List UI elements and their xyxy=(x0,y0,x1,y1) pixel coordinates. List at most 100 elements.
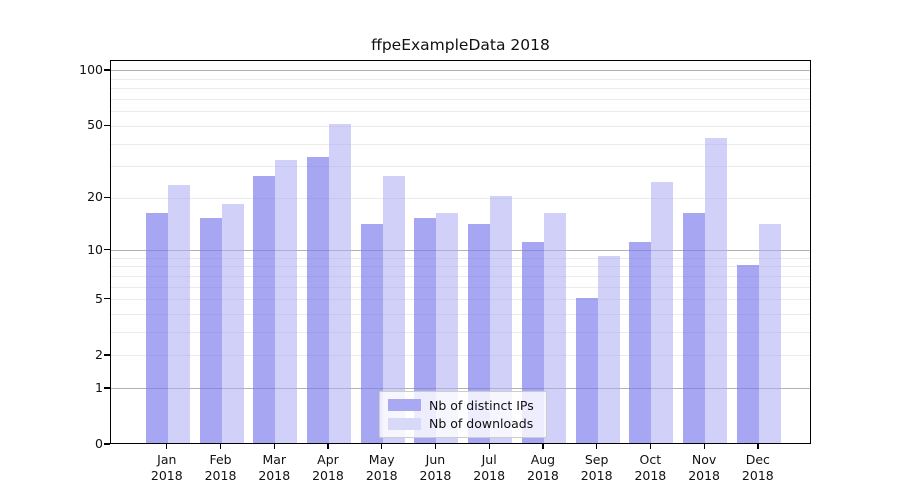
x-tick-year: 2018 xyxy=(634,468,667,483)
gridline-major xyxy=(111,250,810,252)
x-tick-mark xyxy=(273,444,275,449)
x-tick-mark xyxy=(434,444,437,449)
gridline-minor xyxy=(111,166,810,168)
x-tick-label: Jun 2018 xyxy=(405,452,465,484)
bar-distinct-ips xyxy=(199,218,222,443)
gridline-minor xyxy=(111,99,810,101)
gridline-minor xyxy=(111,286,810,288)
gridline-minor xyxy=(111,314,810,316)
gridline-minor xyxy=(111,299,810,301)
plot-area: Nb of distinct IPs Nb of downloads xyxy=(110,60,811,444)
x-tick-mark xyxy=(219,444,222,449)
chart-title: ffpeExampleData 2018 xyxy=(371,36,550,54)
y-tick-label: 100 xyxy=(79,61,103,77)
bar-distinct-ips xyxy=(683,213,706,443)
gridline-minor xyxy=(111,88,810,90)
y-tick-mark xyxy=(104,298,110,300)
y-tick-mark xyxy=(104,124,110,127)
bar-downloads xyxy=(758,223,781,443)
y-tick-label: 10 xyxy=(87,241,103,257)
legend: Nb of distinct IPs Nb of downloads xyxy=(379,391,547,438)
legend-swatch-downloads xyxy=(388,417,421,430)
legend-label-distinct-ips: Nb of distinct IPs xyxy=(429,397,534,413)
gridline-minor xyxy=(111,197,810,199)
bar-distinct-ips xyxy=(253,175,276,443)
legend-label-downloads: Nb of downloads xyxy=(429,416,534,432)
x-tick-year: 2018 xyxy=(258,468,291,483)
x-tick-mark xyxy=(166,444,168,449)
x-tick-label: Apr 2018 xyxy=(298,452,358,484)
x-tick-label: Jul 2018 xyxy=(459,452,519,484)
x-tick-year: 2018 xyxy=(419,468,452,483)
x-tick-mark xyxy=(757,444,759,449)
x-tick-label: Nov 2018 xyxy=(674,452,734,484)
x-tick-label: May 2018 xyxy=(352,452,412,484)
bar-downloads xyxy=(490,196,513,443)
y-tick-label: 20 xyxy=(87,189,103,205)
x-tick-year: 2018 xyxy=(150,468,183,483)
y-tick-mark xyxy=(104,196,110,198)
y-tick-label: 5 xyxy=(95,290,103,306)
bar-downloads xyxy=(436,213,459,443)
gridline-minor xyxy=(111,143,810,145)
x-tick-label: Oct 2018 xyxy=(620,452,680,484)
x-tick-mark xyxy=(703,444,705,449)
bar-downloads xyxy=(651,182,674,443)
bar-distinct-ips xyxy=(468,223,491,443)
y-tick-mark xyxy=(104,387,110,389)
bar-downloads xyxy=(328,124,351,443)
bar-distinct-ips xyxy=(306,157,329,443)
y-tick-label: 2 xyxy=(95,346,103,362)
x-tick-mark xyxy=(327,444,329,449)
bar-distinct-ips xyxy=(360,223,383,443)
y-tick-mark xyxy=(104,354,110,356)
x-tick-mark xyxy=(542,444,544,449)
gridline-minor xyxy=(111,78,810,80)
x-tick-label: Dec 2018 xyxy=(728,452,788,484)
legend-item-downloads: Nb of downloads xyxy=(388,416,538,431)
x-tick-mark xyxy=(381,444,383,449)
bar-downloads xyxy=(167,185,190,443)
gridline-minor xyxy=(111,125,810,127)
y-tick-label: 0 xyxy=(95,436,103,451)
bar-downloads xyxy=(705,138,728,443)
bar-distinct-ips xyxy=(629,241,652,443)
x-tick-label: Jan 2018 xyxy=(137,452,197,484)
bar-distinct-ips xyxy=(145,213,168,443)
x-tick-year: 2018 xyxy=(741,468,774,483)
gridline-major xyxy=(111,70,810,72)
bar-distinct-ips xyxy=(736,264,759,443)
y-tick-mark xyxy=(104,249,110,251)
bar-downloads xyxy=(275,159,298,443)
gridline-minor xyxy=(111,355,810,357)
y-tick-label: 50 xyxy=(87,117,103,133)
x-tick-year: 2018 xyxy=(580,468,613,483)
gridline-major xyxy=(111,388,810,390)
bar-downloads xyxy=(382,175,405,443)
x-tick-year: 2018 xyxy=(312,468,344,483)
x-tick-label: Sep 2018 xyxy=(567,452,627,484)
x-tick-mark xyxy=(488,444,490,449)
x-tick-label: Mar 2018 xyxy=(244,452,304,484)
y-tick-mark xyxy=(104,69,110,71)
bar-downloads xyxy=(543,213,566,443)
x-tick-label: Feb 2018 xyxy=(191,452,251,484)
bar-downloads xyxy=(221,204,244,443)
y-tick-mark xyxy=(104,443,110,445)
gridline-minor xyxy=(111,111,810,113)
bar-distinct-ips xyxy=(414,218,437,443)
gridline-minor xyxy=(111,257,810,259)
x-tick-year: 2018 xyxy=(527,468,559,483)
x-tick-year: 2018 xyxy=(204,468,237,483)
gridline-minor xyxy=(111,332,810,334)
bar-downloads xyxy=(597,256,620,443)
x-tick-year: 2018 xyxy=(688,468,720,483)
x-tick-year: 2018 xyxy=(473,468,506,483)
legend-item-distinct-ips: Nb of distinct IPs xyxy=(388,398,538,413)
legend-swatch-distinct-ips xyxy=(388,399,421,412)
gridline-minor xyxy=(111,266,810,268)
x-tick-year: 2018 xyxy=(365,468,398,483)
bar-distinct-ips xyxy=(575,297,598,443)
x-tick-mark xyxy=(649,444,652,449)
